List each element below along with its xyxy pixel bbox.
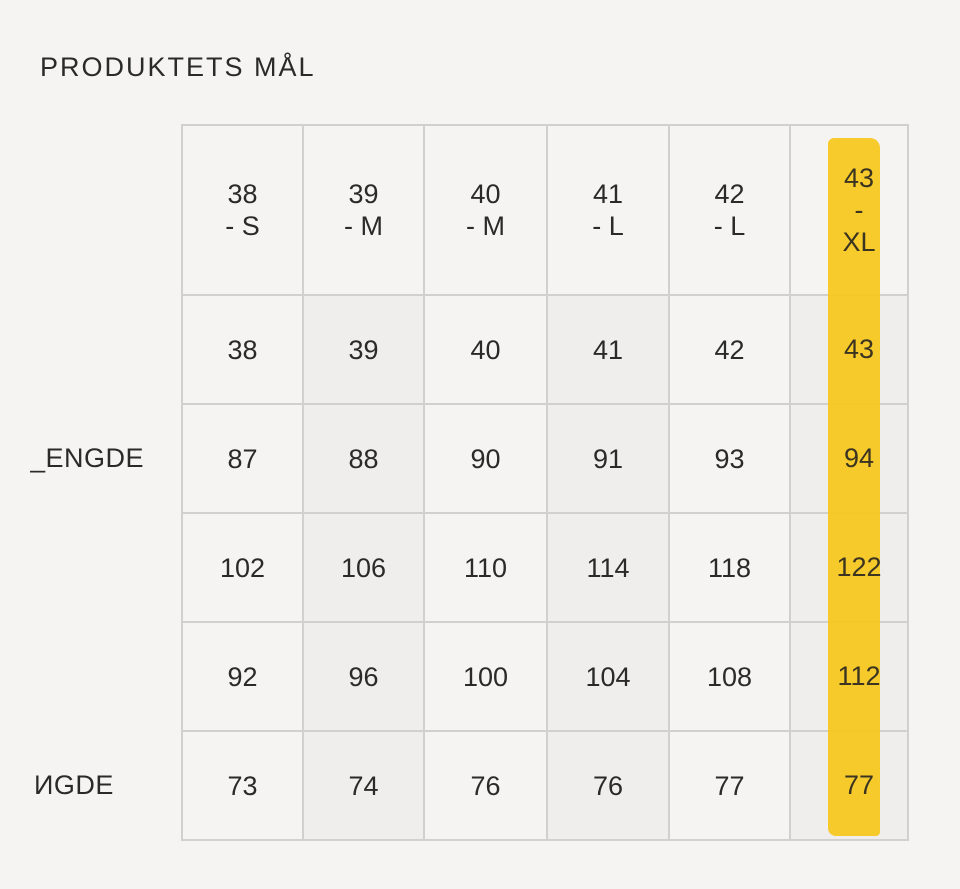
table-cell: 41: [546, 294, 670, 405]
table-cell: 114: [546, 512, 670, 623]
size-letter: - M: [466, 211, 505, 241]
row-label-length: _ENGDE: [30, 443, 200, 474]
highlighted-value: 122: [836, 552, 882, 582]
table-cell: 110: [423, 512, 548, 623]
table-cell: 74: [302, 730, 425, 841]
size-letter: - L: [713, 211, 746, 241]
table-cell: 118: [668, 512, 791, 623]
table-row: 87 88 90 91 93: [181, 403, 909, 514]
table-cell: 73: [181, 730, 304, 841]
size-letter: - M: [344, 211, 383, 241]
size-header-cell: 38 - S: [181, 124, 304, 296]
row-label-sleeve-length: ИGDE: [34, 770, 204, 801]
highlighted-value: 112: [837, 661, 881, 691]
table-row: 92 96 100 104 108: [181, 621, 909, 732]
table-cell: 96: [302, 621, 425, 732]
size-number: 40: [470, 179, 501, 209]
highlighted-value: 94: [843, 443, 875, 473]
size-header-row: 38 - S 39 - M 40 - M 41 - L 42 - L: [181, 124, 909, 296]
table-cell: 76: [546, 730, 670, 841]
size-header-cell: 40 - M: [423, 124, 548, 296]
size-table: 38 - S 39 - M 40 - M 41 - L 42 - L 38: [181, 124, 909, 841]
table-cell: 40: [423, 294, 548, 405]
table-cell: 76: [423, 730, 548, 841]
table-cell: 42: [668, 294, 791, 405]
row-label-sleeve-length-text: ИGDE: [34, 770, 114, 800]
table-cell: 87: [181, 403, 304, 514]
size-header-cell: 42 - L: [668, 124, 791, 296]
row-label-length-text: _ENGDE: [30, 443, 145, 473]
table-cell: 77: [668, 730, 791, 841]
size-number: 41: [592, 179, 624, 209]
table-cell: 88: [302, 403, 425, 514]
size-header-cell: 41 - L: [546, 124, 670, 296]
page-title: PRODUKTETS MÅL: [40, 52, 316, 82]
size-letter: - L: [592, 211, 624, 241]
table-cell: 38: [181, 294, 304, 405]
table-cell: 104: [546, 621, 670, 732]
size-header-xl: 43 - XL: [828, 162, 890, 258]
size-number: 38: [227, 179, 258, 209]
size-number: 43: [843, 163, 875, 193]
table-cell: 39: [302, 294, 425, 405]
size-number: 39: [348, 179, 379, 209]
table-cell: 92: [181, 621, 304, 732]
size-letter: XL: [842, 227, 876, 257]
table-row: 102 106 110 114 118: [181, 512, 909, 623]
size-dash: -: [854, 195, 864, 225]
table-cell: 108: [668, 621, 791, 732]
table-cell: 91: [546, 403, 670, 514]
size-letter: - S: [225, 211, 260, 241]
table-cell: 93: [668, 403, 791, 514]
table-cell: 90: [423, 403, 548, 514]
table-cell: 100: [423, 621, 548, 732]
table-cell: 106: [302, 512, 425, 623]
table-row: 73 74 76 76 77: [181, 730, 909, 841]
table-cell: 102: [181, 512, 304, 623]
highlighted-value: 77: [843, 770, 875, 800]
size-header-cell: 39 - M: [302, 124, 425, 296]
size-number: 42: [714, 179, 745, 209]
table-row: 38 39 40 41 42: [181, 294, 909, 405]
highlighted-value: 43: [843, 334, 875, 364]
